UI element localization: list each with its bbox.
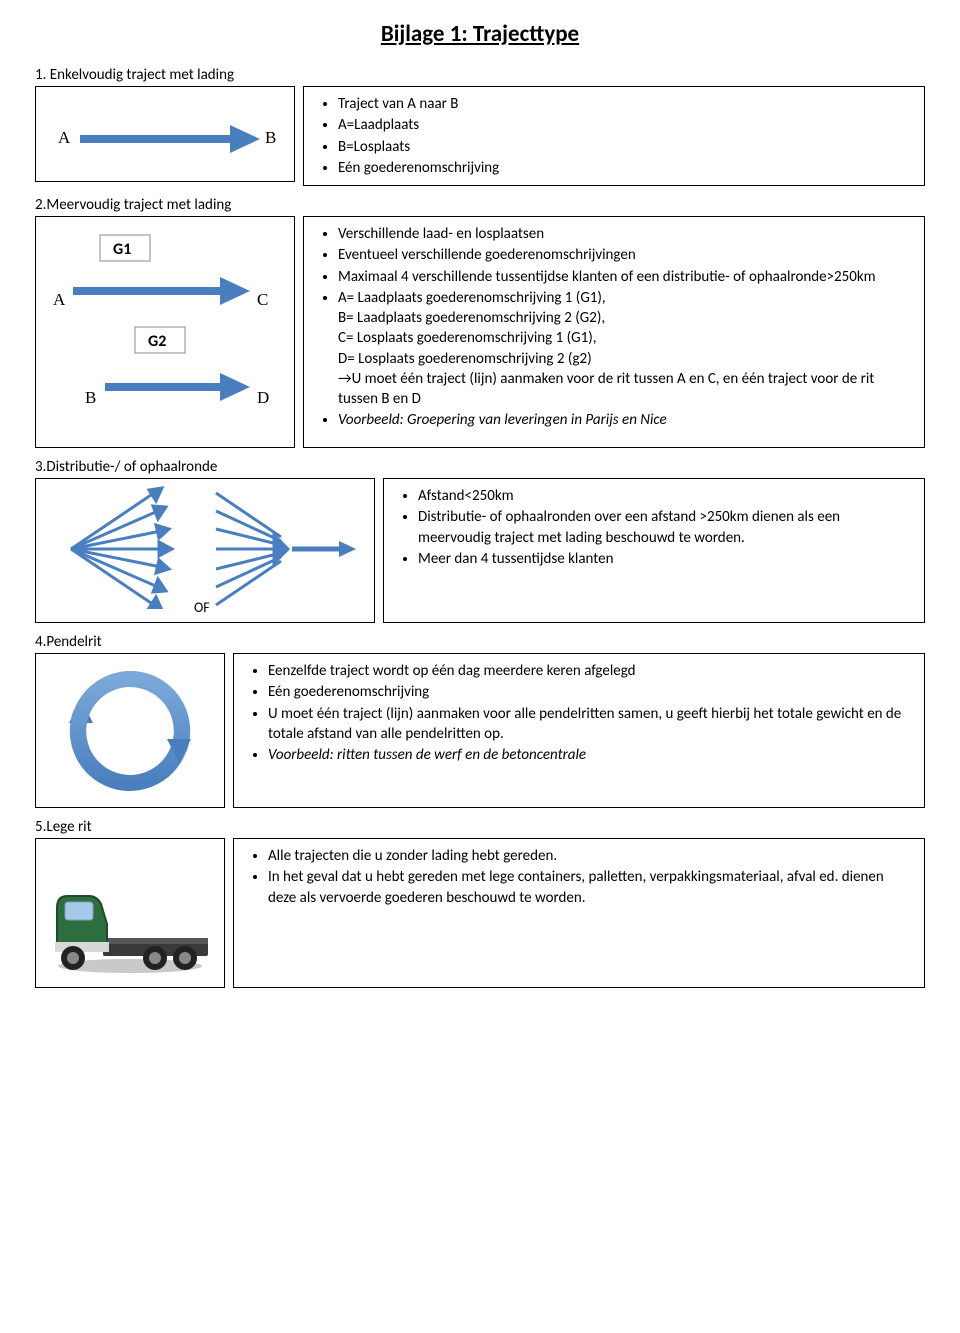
section-3-list: Afstand<250kmDistributie- of ophaalronde… — [396, 486, 912, 569]
list-item: Voorbeeld: Groepering van leveringen in … — [338, 410, 912, 430]
section-5-list: Alle trajecten die u zonder lading hebt … — [246, 846, 912, 908]
list-item: Eventueel verschillende goederenomschrij… — [338, 245, 912, 265]
section-3-image: OF — [35, 478, 375, 623]
section-1-heading: 1. Enkelvoudig traject met lading — [35, 66, 925, 84]
list-item: Distributie- of ophaalronden over een af… — [418, 507, 912, 548]
list-item: Afstand<250km — [418, 486, 912, 506]
section-5-heading: 5.Lege rit — [35, 818, 925, 836]
label-g1: G1 — [113, 240, 131, 259]
page-title: Bijlage 1: Trajecttype — [35, 20, 925, 48]
section-1-row: A B Traject van A naar BA=LaadplaatsB=Lo… — [35, 86, 925, 186]
label-a2: A — [53, 290, 66, 309]
label-a: A — [58, 128, 71, 147]
list-item: Eenzelfde traject wordt op één dag meerd… — [268, 661, 912, 681]
section-2-text: Verschillende laad- en losplaatsenEventu… — [303, 216, 925, 448]
list-item: B=Losplaats — [338, 137, 912, 157]
label-b2: B — [85, 388, 96, 407]
section-5-text: Alle trajecten die u zonder lading hebt … — [233, 838, 925, 988]
list-item: Meer dan 4 tussentijdse klanten — [418, 549, 912, 569]
section-4-image — [35, 653, 225, 808]
section-2-list: Verschillende laad- en losplaatsenEventu… — [316, 224, 912, 431]
list-item: Alle trajecten die u zonder lading hebt … — [268, 846, 912, 866]
section-4-text: Eenzelfde traject wordt op één dag meerd… — [233, 653, 925, 808]
list-item: Eén goederenomschrijving — [268, 682, 912, 702]
section-2-image: G1 A C G2 B D — [35, 216, 295, 448]
section-2-row: G1 A C G2 B D Verschillende laad- en los… — [35, 216, 925, 448]
list-item: U moet één traject (lijn) aanmaken voor … — [268, 704, 912, 745]
section-3-row: OF Afstand<250kmDistributie- of ophaalro… — [35, 478, 925, 623]
label-d: D — [257, 388, 269, 407]
section-5-image — [35, 838, 225, 988]
section-4-row: Eenzelfde traject wordt op één dag meerd… — [35, 653, 925, 808]
label-b: B — [265, 128, 276, 147]
list-item: A= Laadplaats goederenomschrijving 1 (G1… — [338, 288, 912, 410]
section-4-list: Eenzelfde traject wordt op één dag meerd… — [246, 661, 912, 765]
label-c: C — [257, 290, 268, 309]
list-item: Maximaal 4 verschillende tussentijdse kl… — [338, 267, 912, 287]
list-item: Voorbeeld: ritten tussen de werf en de b… — [268, 745, 912, 765]
section-1-text: Traject van A naar BA=LaadplaatsB=Lospla… — [303, 86, 925, 186]
list-item: Traject van A naar B — [338, 94, 912, 114]
section-3-heading: 3.Distributie-/ of ophaalronde — [35, 458, 925, 476]
section-1-image: A B — [35, 86, 295, 182]
section-3-text: Afstand<250kmDistributie- of ophaalronde… — [383, 478, 925, 623]
of-label: OF — [194, 599, 210, 616]
list-item: Verschillende laad- en losplaatsen — [338, 224, 912, 244]
list-item: A=Laadplaats — [338, 115, 912, 135]
section-4-heading: 4.Pendelrit — [35, 633, 925, 651]
section-1-list: Traject van A naar BA=LaadplaatsB=Lospla… — [316, 94, 912, 178]
section-2-heading: 2.Meervoudig traject met lading — [35, 196, 925, 214]
label-g2: G2 — [148, 332, 166, 351]
section-5-row: Alle trajecten die u zonder lading hebt … — [35, 838, 925, 988]
list-item: In het geval dat u hebt gereden met lege… — [268, 867, 912, 908]
list-item: Eén goederenomschrijving — [338, 158, 912, 178]
